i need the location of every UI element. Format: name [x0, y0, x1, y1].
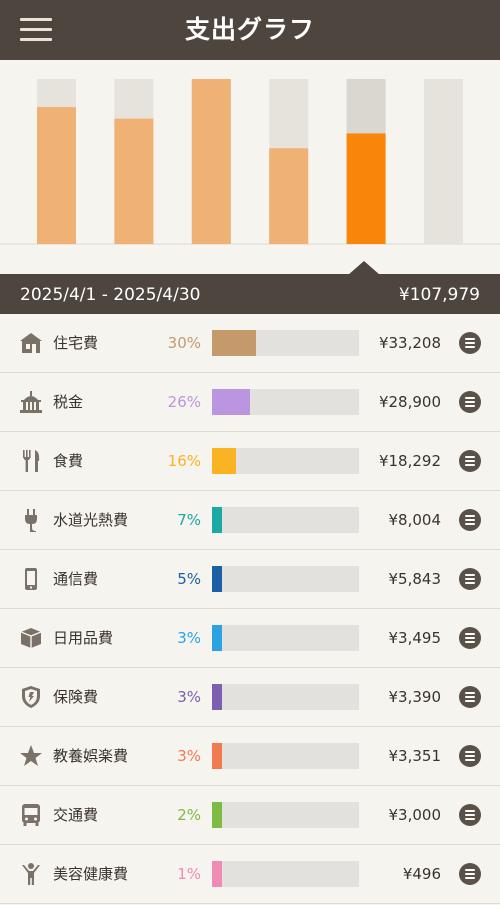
- chart-bar-track[interactable]: [424, 79, 463, 244]
- category-share-fill: [212, 684, 222, 710]
- chart-bar[interactable]: [269, 148, 309, 244]
- category-share-bar: [212, 625, 359, 651]
- period-summary-bar: 2025/4/1 - 2025/4/30 ¥107,979: [0, 274, 500, 314]
- category-percent: 1%: [177, 865, 201, 883]
- category-share-bar: [212, 743, 359, 769]
- category-name: 教養娯楽費: [53, 747, 129, 765]
- category-name: 美容健康費: [53, 865, 129, 883]
- category-share-fill: [212, 566, 222, 592]
- chart-svg: [0, 79, 500, 245]
- category-row[interactable]: 教養娯楽費 3% ¥3,351: [0, 727, 500, 786]
- category-share-bar: [212, 861, 359, 887]
- hamburger-menu-icon[interactable]: [20, 18, 52, 42]
- category-amount: ¥3,495: [388, 629, 442, 647]
- category-amount: ¥3,351: [388, 747, 442, 765]
- category-share-bar: [212, 507, 359, 533]
- category-share-bar: [212, 566, 359, 592]
- category-amount: ¥18,292: [378, 452, 441, 470]
- category-percent: 3%: [177, 629, 201, 647]
- category-share-fill: [212, 448, 236, 474]
- category-amount: ¥3,000: [388, 806, 442, 824]
- category-row[interactable]: 住宅費 30% ¥33,208: [0, 314, 500, 373]
- app-header: 支出グラフ: [0, 0, 500, 60]
- chart-bar[interactable]: [37, 107, 76, 244]
- chart-bar[interactable]: [346, 133, 386, 244]
- category-percent: 30%: [167, 334, 201, 352]
- category-row[interactable]: 食費 16% ¥18,292: [0, 432, 500, 491]
- star-icon: [18, 744, 44, 768]
- category-name: 日用品費: [53, 629, 114, 647]
- house-icon: [18, 331, 44, 355]
- person-icon: [18, 862, 44, 886]
- chart-bar[interactable]: [191, 79, 231, 244]
- shield-icon: [18, 685, 44, 709]
- expense-bar-chart: [0, 60, 500, 274]
- smartphone-icon: [18, 567, 44, 591]
- category-share-fill: [212, 861, 222, 887]
- more-menu-icon[interactable]: [459, 686, 481, 708]
- category-name: 食費: [53, 452, 84, 470]
- more-menu-icon[interactable]: [459, 332, 481, 354]
- more-menu-icon[interactable]: [459, 450, 481, 472]
- bus-icon: [18, 803, 44, 827]
- category-row[interactable]: 交通費 2% ¥3,000: [0, 786, 500, 845]
- category-amount: ¥33,208: [378, 334, 441, 352]
- category-row[interactable]: 美容健康費 1% ¥496: [0, 845, 500, 904]
- category-share-fill: [212, 625, 222, 651]
- category-percent: 16%: [167, 452, 201, 470]
- category-share-bar: [212, 330, 359, 356]
- more-menu-icon[interactable]: [459, 568, 481, 590]
- category-percent: 26%: [167, 393, 201, 411]
- category-name: 住宅費: [53, 334, 99, 352]
- more-menu-icon[interactable]: [459, 391, 481, 413]
- category-list: 住宅費 30% ¥33,208 税金 26% ¥28,900 食費 16% ¥18,292 水道光…: [0, 314, 500, 904]
- category-name: 税金: [53, 393, 84, 411]
- category-percent: 7%: [177, 511, 201, 529]
- category-amount: ¥5,843: [388, 570, 442, 588]
- category-row[interactable]: 通信費 5% ¥5,843: [0, 550, 500, 609]
- category-name: 通信費: [53, 570, 99, 588]
- category-amount: ¥3,390: [388, 688, 442, 706]
- category-name: 交通費: [53, 806, 99, 824]
- total-amount: ¥107,979: [398, 285, 480, 305]
- category-row[interactable]: 日用品費 3% ¥3,495: [0, 609, 500, 668]
- category-share-fill: [212, 330, 256, 356]
- category-share-fill: [212, 743, 222, 769]
- government-building-icon: [18, 390, 44, 414]
- more-menu-icon[interactable]: [459, 627, 481, 649]
- date-range: 2025/4/1 - 2025/4/30: [20, 285, 201, 305]
- category-percent: 3%: [177, 688, 201, 706]
- category-share-bar: [212, 684, 359, 710]
- category-row[interactable]: 税金 26% ¥28,900: [0, 373, 500, 432]
- category-row[interactable]: 保険費 3% ¥3,390: [0, 668, 500, 727]
- category-name: 保険費: [53, 688, 99, 706]
- selected-period-pointer: [348, 261, 380, 275]
- category-percent: 2%: [177, 806, 201, 824]
- category-row[interactable]: 水道光熱費 7% ¥8,004: [0, 491, 500, 550]
- category-percent: 5%: [177, 570, 201, 588]
- category-share-fill: [212, 507, 222, 533]
- more-menu-icon[interactable]: [459, 745, 481, 767]
- page-title: 支出グラフ: [184, 15, 315, 44]
- category-amount: ¥28,900: [378, 393, 441, 411]
- box-icon: [18, 626, 44, 650]
- more-menu-icon[interactable]: [459, 509, 481, 531]
- chart-bar[interactable]: [114, 118, 154, 244]
- category-amount: ¥496: [402, 865, 441, 883]
- category-amount: ¥8,004: [388, 511, 442, 529]
- category-share-bar: [212, 389, 359, 415]
- category-percent: 3%: [177, 747, 201, 765]
- more-menu-icon[interactable]: [459, 804, 481, 826]
- fork-knife-icon: [18, 449, 44, 473]
- category-share-bar: [212, 802, 359, 828]
- more-menu-icon[interactable]: [459, 863, 481, 885]
- category-name: 水道光熱費: [53, 511, 129, 529]
- category-share-fill: [212, 389, 250, 415]
- category-share-fill: [212, 802, 222, 828]
- plug-icon: [18, 508, 44, 532]
- category-share-bar: [212, 448, 359, 474]
